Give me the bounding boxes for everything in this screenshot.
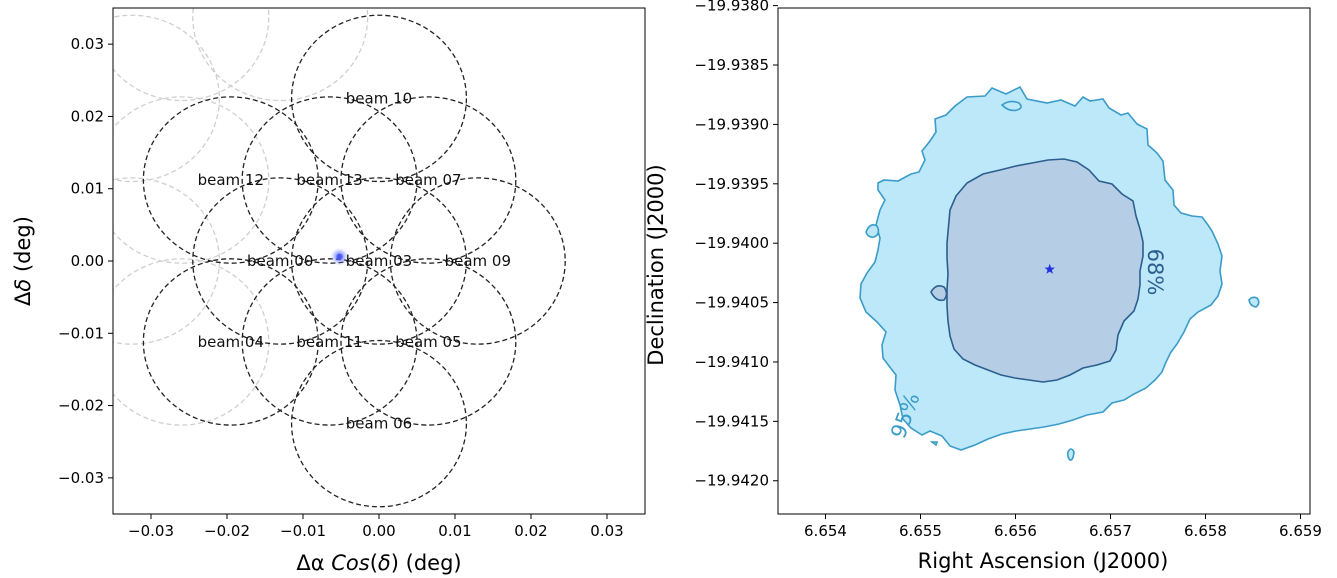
beam-circle [142, 96, 319, 264]
y-tick-label: −19.9390 [694, 115, 769, 133]
y-tick-label: −19.9420 [694, 472, 769, 490]
right-x-axis-title: Right Ascension (J2000) [918, 549, 1169, 573]
y-tick-label: −19.9415 [694, 412, 769, 430]
contour-95-island [1066, 448, 1075, 461]
y-tick-label: −19.9400 [694, 234, 769, 252]
x-tick-label: 6.656 [994, 522, 1037, 540]
y-tick-label: 0.01 [71, 180, 104, 198]
source-marker [330, 247, 349, 266]
right-y-ticks: −19.9380 −19.9385 −19.9390 −19.9395 −19.9400… [694, 0, 778, 490]
beam-plot-panel: beam 10 beam 12 beam 13 beam 07 beam 00 beam … [11, 7, 646, 575]
beam-label: beam 12 [198, 171, 264, 189]
beam-circle [389, 177, 566, 345]
contour-95-island [1000, 100, 1022, 112]
contour-68-region [946, 158, 1144, 383]
y-tick-label: 0.00 [71, 252, 104, 270]
y-tick-label: 0.03 [71, 35, 104, 53]
beam-label: beam 06 [346, 415, 412, 433]
x-tick-label: −0.02 [204, 522, 250, 540]
y-tick-label: −19.9380 [694, 0, 769, 15]
beam-circles [142, 14, 566, 508]
x-tick-label: 6.658 [1184, 522, 1227, 540]
beam-label: beam 00 [247, 252, 313, 270]
beam-circle [241, 96, 418, 264]
x-tick-label: 6.659 [1279, 522, 1322, 540]
beam-circle [142, 258, 319, 426]
y-tick-label: −19.9405 [694, 294, 769, 312]
y-tick-label: −19.9395 [694, 175, 769, 193]
contour-95-island [865, 224, 880, 238]
y-tick-label: −19.9410 [694, 353, 769, 371]
beam-label: beam 04 [198, 333, 264, 351]
beam-label: beam 11 [296, 333, 362, 351]
beam-labels: beam 10 beam 12 beam 13 beam 07 beam 00 beam … [198, 89, 511, 432]
x-tick-label: 0.01 [438, 522, 471, 540]
y-tick-label: 0.02 [71, 107, 104, 125]
right-x-ticks: 6.654 6.655 6.656 6.657 6.658 6.659 [804, 514, 1322, 540]
x-tick-label: −0.01 [280, 522, 326, 540]
beam-label: beam 05 [395, 333, 461, 351]
faded-beam-circle [113, 177, 221, 345]
y-tick-label: −0.02 [58, 397, 104, 415]
best-fit-star-shape [1044, 263, 1055, 274]
beam-circle [290, 177, 468, 345]
faded-beam-circle [113, 8, 270, 102]
left-x-ticks: −0.03 −0.02 −0.01 0.00 0.01 0.02 0.03 [128, 514, 624, 540]
contour-68-label: 68% [1143, 249, 1167, 296]
faded-beam-circle [192, 8, 369, 102]
beam-circle [192, 177, 369, 345]
contour-95-island [929, 441, 939, 447]
y-tick-label: −0.01 [58, 324, 104, 342]
x-tick-label: 6.655 [899, 522, 942, 540]
left-y-ticks: 0.03 0.02 0.01 0.00 −0.01 −0.02 −0.03 [58, 35, 113, 487]
x-tick-label: 0.02 [514, 522, 547, 540]
source-core [336, 253, 343, 260]
y-tick-label: −0.03 [58, 469, 104, 487]
left-x-axis-title: Δα Cos(δ) (deg) [296, 551, 461, 575]
y-tick-label: −19.9385 [694, 56, 769, 74]
left-y-axis-title: Δδ (deg) [11, 216, 35, 306]
beam-circle [290, 339, 468, 508]
right-plot-frame [777, 7, 1311, 515]
x-tick-label: 6.657 [1089, 522, 1132, 540]
best-fit-star [1044, 263, 1055, 274]
beam-circle [340, 258, 517, 426]
x-tick-label: 0.00 [362, 522, 395, 540]
x-tick-label: 0.03 [590, 522, 623, 540]
beam-circle [340, 96, 517, 264]
contour-68-island [930, 285, 948, 302]
x-tick-label: −0.03 [128, 522, 174, 540]
beam-circle [241, 258, 418, 426]
beam-label: beam 09 [445, 252, 511, 270]
contour-95-island [1248, 296, 1260, 308]
beam-label: beam 07 [395, 171, 461, 189]
beam-label: beam 03 [346, 252, 412, 270]
faded-beam-circle [113, 258, 270, 426]
faded-beam-circle [113, 14, 221, 183]
beam-circle [290, 14, 468, 183]
right-y-axis-title: Declination (J2000) [644, 164, 668, 365]
localisation-contour-panel: 95% 68% 6.654 6.655 6.656 6.657 6.658 6.659 −… [644, 0, 1322, 573]
beam-label: beam 13 [296, 171, 362, 189]
beam-label: beam 10 [346, 89, 412, 107]
x-tick-label: 6.654 [804, 522, 847, 540]
faded-beams [113, 8, 369, 426]
faded-beam-circle [113, 96, 270, 264]
